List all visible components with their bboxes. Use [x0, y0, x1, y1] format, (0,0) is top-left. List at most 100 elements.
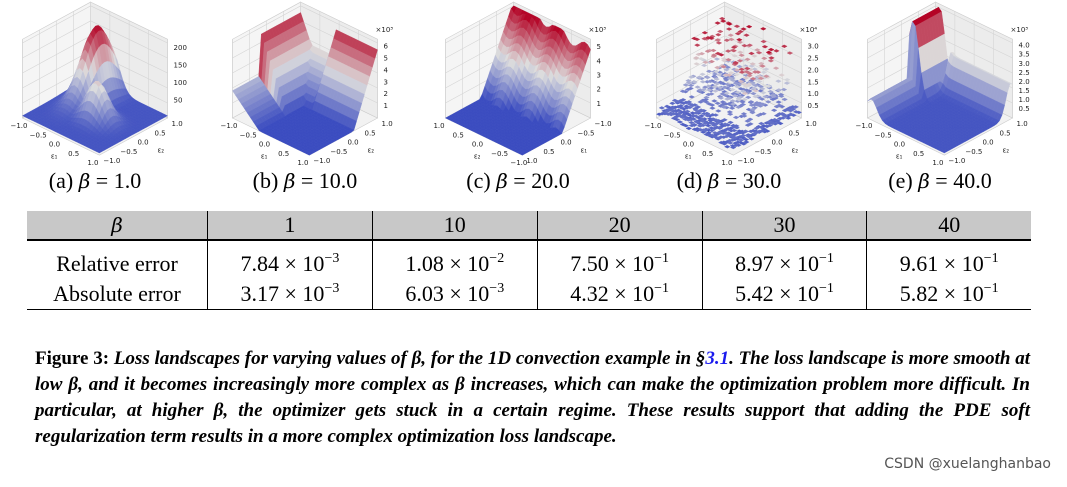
panel-e: 0.5 1.0 1.5 2.0 2.5 3.0 3.5 4.0 ×10³ −1.0 −0.5 0.0 0…: [835, 0, 1045, 200]
surface-patch: [693, 114, 700, 119]
surface-patch: [729, 87, 736, 92]
header-cell: 30: [701, 211, 867, 240]
surface-patch: [688, 75, 695, 79]
surface-patch: [715, 136, 722, 140]
figure-caption: Figure 3: Loss landscapes for varying va…: [35, 346, 1030, 450]
y-tick-label: 0.0: [560, 139, 571, 147]
surface-patch: [767, 47, 775, 52]
surface-patch: [745, 82, 753, 86]
surface-patch: [778, 73, 785, 77]
header-cell: 10: [371, 211, 538, 240]
surface: [232, 12, 378, 156]
z-tick-label: 0.5: [808, 102, 819, 110]
surface-patch: [734, 85, 741, 89]
surface-patch: [762, 84, 770, 88]
surface-patch: [728, 106, 736, 110]
surface-patch: [760, 70, 768, 74]
surface-patch: [710, 53, 718, 57]
surface-plot: 0.51.01.52.02.53.03.54.0×10³−1.0−0.50.00…: [855, 1, 1030, 165]
x-tick-label: 0.0: [49, 141, 60, 149]
x-tick-label: 1.0: [932, 159, 943, 165]
surface-patch: [731, 136, 739, 140]
surface-patch: [693, 120, 701, 124]
grid-line: [22, 5, 168, 44]
x-axis-label: ε₁: [685, 153, 692, 161]
surface-patch: [676, 120, 684, 124]
grid-line: [656, 50, 802, 89]
z-tick-label: 4.0: [1019, 42, 1030, 50]
surface-patch: [757, 89, 764, 93]
z-tick-label: 1: [597, 100, 601, 108]
table-row: Absolute error 3.17 × 10−3 6.03 × 10−3 4.32…: [27, 279, 1031, 310]
surface-patch: [722, 93, 729, 98]
surface-patch: [727, 120, 734, 125]
surface-patch: [708, 128, 716, 133]
surface-patch: [724, 145, 731, 149]
subcaption: (d) β = 30.0: [676, 168, 782, 193]
x-tick-label: −0.5: [30, 131, 47, 139]
value-cell: 7.50 × 10−1: [536, 240, 703, 279]
z-tick-label: 2: [384, 90, 388, 98]
z-tick-label: 4: [597, 57, 602, 65]
section-link[interactable]: 3.1: [705, 348, 730, 369]
surface-patch: [758, 97, 766, 101]
surface: [656, 16, 802, 150]
surface-patch: [708, 92, 715, 96]
surface-patch: [749, 110, 756, 115]
surface-patch: [717, 85, 724, 90]
surface-patch: [761, 56, 768, 61]
surface-patch: [689, 103, 696, 108]
surface-patch: [740, 112, 748, 116]
surface-patch: [734, 90, 742, 95]
surface-patch: [749, 62, 757, 66]
surface-patch: [716, 87, 723, 92]
surface-patch: [773, 104, 780, 109]
panel-a: 50 100 150 200 −1.0 −0.5 0.0 0.5 1.0 −1.0 −0.5 0.0 0…: [0, 0, 200, 200]
value-cell: 9.61 × 10−1: [866, 240, 1031, 279]
value-cell: 3.17 × 10−3: [207, 279, 373, 310]
y-tick-label: 0.5: [543, 148, 554, 156]
surface-patch: [700, 130, 707, 134]
x-tick-label: −1.0: [644, 122, 661, 130]
surface-patch: [758, 125, 765, 130]
surface-patch: [743, 33, 750, 37]
surface-patch: [713, 57, 721, 61]
x-tick-label: 0.5: [68, 150, 79, 158]
surface-patch: [721, 142, 728, 146]
x-tick-label: 0.0: [683, 141, 694, 149]
y-tick-label: 0.5: [154, 129, 165, 137]
y-axis-label: ε₂: [791, 147, 798, 155]
surface-patch: [719, 19, 727, 23]
surface-patch: [726, 138, 734, 143]
surface-patch: [737, 29, 744, 34]
surface-patch: [743, 140, 750, 144]
surface-patch: [680, 101, 687, 105]
y-tick-label: 1.0: [806, 120, 817, 128]
y-tick-label: −1.0: [948, 157, 965, 165]
z-multiplier: ×10³: [1011, 26, 1029, 34]
z-tick-label: 6: [384, 43, 389, 51]
z-tick-label: 1.0: [1019, 96, 1030, 104]
grid-line: [656, 5, 802, 44]
x-tick-label: −0.5: [875, 131, 892, 139]
y-tick-label: −1.0: [313, 157, 330, 165]
surface-patch: [703, 111, 711, 116]
surface-patch: [694, 43, 701, 47]
surface-patch: [757, 76, 765, 81]
z-tick-label: 3.5: [1019, 51, 1030, 59]
surface-patch: [679, 89, 687, 93]
surface-patch: [708, 103, 716, 107]
surface-patch: [714, 38, 722, 42]
surface-patch: [759, 87, 766, 91]
surface-patch: [708, 59, 715, 64]
surface-patch: [713, 121, 720, 126]
surface-patch: [758, 121, 765, 126]
x-tick-label: 0.5: [278, 150, 289, 158]
x-tick-label: −0.5: [664, 131, 681, 139]
surface-patch: [729, 102, 737, 106]
surface-patch: [697, 124, 704, 128]
surface-patch: [699, 119, 706, 123]
surface-patch: [766, 119, 773, 124]
surface-patch: [746, 117, 754, 121]
